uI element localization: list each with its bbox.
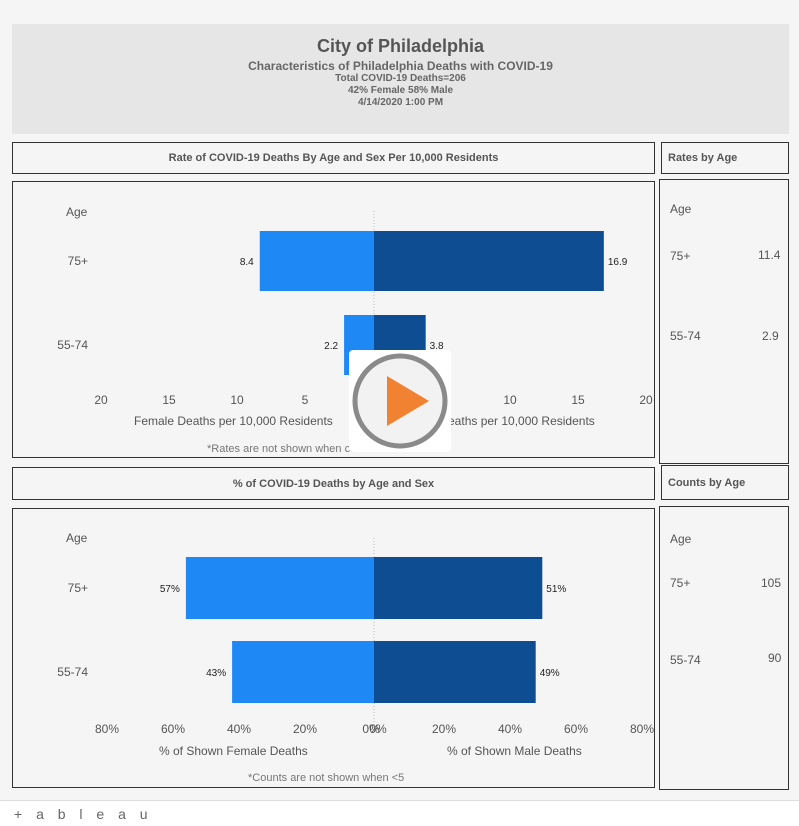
tableau-logo-text: + a b l e a u: [14, 806, 153, 822]
female-tick-1: 15: [162, 393, 176, 407]
male-tick-1: 20%: [432, 722, 456, 736]
pct-female-axis-label: % of Shown Female Deaths: [159, 744, 308, 758]
counts-side-value-75: 105: [761, 576, 782, 590]
counts-side-age-75: 75+: [670, 576, 691, 590]
female-tick-0: 80%: [95, 722, 119, 736]
counts-side-value-55: 90: [768, 651, 782, 665]
male-bar-0: [374, 557, 543, 619]
counts-side-age-header: Age: [670, 532, 692, 546]
male-tick-0: 10: [503, 393, 517, 407]
male-tick-4: 80%: [630, 722, 654, 736]
female-tick-4: 0%: [362, 722, 380, 736]
rates-side-value-75: 11.4: [758, 248, 781, 262]
female-tick-1: 60%: [161, 722, 185, 736]
category-label-1: 55-74: [57, 665, 88, 679]
male-tick-2: 20: [639, 393, 653, 407]
female-tick-0: 20: [94, 393, 108, 407]
sex-split: 42% Female 58% Male: [347, 85, 454, 96]
male-value-label-1: 49%: [540, 668, 560, 679]
male-bar-1: [374, 641, 536, 703]
counts-by-age-title: Counts by Age: [661, 465, 789, 500]
female-value-label-0: 57%: [160, 584, 180, 595]
female-tick-2: 10: [230, 393, 244, 407]
counts-by-age-panel: [659, 506, 789, 790]
pct-male-axis-label: % of Shown Male Deaths: [447, 744, 582, 758]
tableau-logo[interactable]: + a b l e a u: [14, 806, 153, 822]
rates-female-axis-label: Female Deaths per 10,000 Residents: [134, 414, 333, 428]
rates-side-value-55: 2.9: [762, 329, 779, 343]
play-button[interactable]: [349, 350, 451, 452]
footer-bar: [0, 800, 799, 826]
male-value-label-1: 3.8: [430, 341, 444, 352]
male-tick-3: 60%: [564, 722, 588, 736]
female-tick-3: 20%: [293, 722, 317, 736]
category-label-0: 75+: [68, 581, 88, 595]
male-value-label-0: 16.9: [608, 257, 628, 268]
timestamp: 4/14/2020 1:00 PM: [357, 97, 444, 108]
dashboard-header: City of Philadelphia Characteristics of …: [12, 24, 789, 134]
rates-male-axis-label: Male Deaths per 10,000 Residents: [410, 414, 595, 428]
rates-side-age-header: Age: [670, 202, 692, 216]
female-value-label-1: 43%: [206, 668, 226, 679]
play-icon[interactable]: [349, 350, 451, 452]
male-tick-2: 40%: [498, 722, 522, 736]
dashboard-title: City of Philadelphia: [316, 36, 485, 56]
counts-side-age-55: 55-74: [670, 653, 701, 667]
pct-age-header: Age: [66, 531, 88, 545]
category-label-1: 55-74: [57, 338, 88, 352]
male-tick-1: 15: [571, 393, 585, 407]
dashboard-subtitle: Characteristics of Philadelphia Deaths w…: [248, 59, 553, 73]
pct-note: *Counts are not shown when <5: [248, 772, 405, 784]
female-tick-3: 5: [302, 393, 309, 407]
male-bar-0: [374, 231, 604, 291]
rates-chart-title: Rate of COVID-19 Deaths By Age and Sex P…: [12, 142, 655, 174]
rates-side-age-75: 75+: [670, 249, 691, 263]
total-deaths: Total COVID-19 Deaths=206: [335, 73, 466, 84]
rates-age-header: Age: [66, 205, 88, 219]
rates-by-age-panel: [659, 179, 789, 464]
rates-by-age-title: Rates by Age: [661, 142, 789, 174]
rates-side-age-55: 55-74: [670, 329, 701, 343]
female-bar-1: [232, 641, 374, 703]
rates-chart-panel: [12, 181, 655, 458]
female-tick-2: 40%: [227, 722, 251, 736]
female-value-label-1: 2.2: [324, 341, 338, 352]
male-value-label-0: 51%: [546, 584, 566, 595]
pct-chart-title: % of COVID-19 Deaths by Age and Sex: [12, 467, 655, 500]
category-label-0: 75+: [68, 254, 88, 268]
male-tick-0: 0%: [369, 722, 387, 736]
pct-chart: 75+ 57% 51% 55-74 43% 49% 80% 60% 40% 20% 0%0% 20% 4…: [57, 538, 654, 736]
female-value-label-0: 8.4: [240, 257, 254, 268]
female-bar-0: [259, 231, 374, 291]
female-bar-0: [185, 557, 374, 619]
